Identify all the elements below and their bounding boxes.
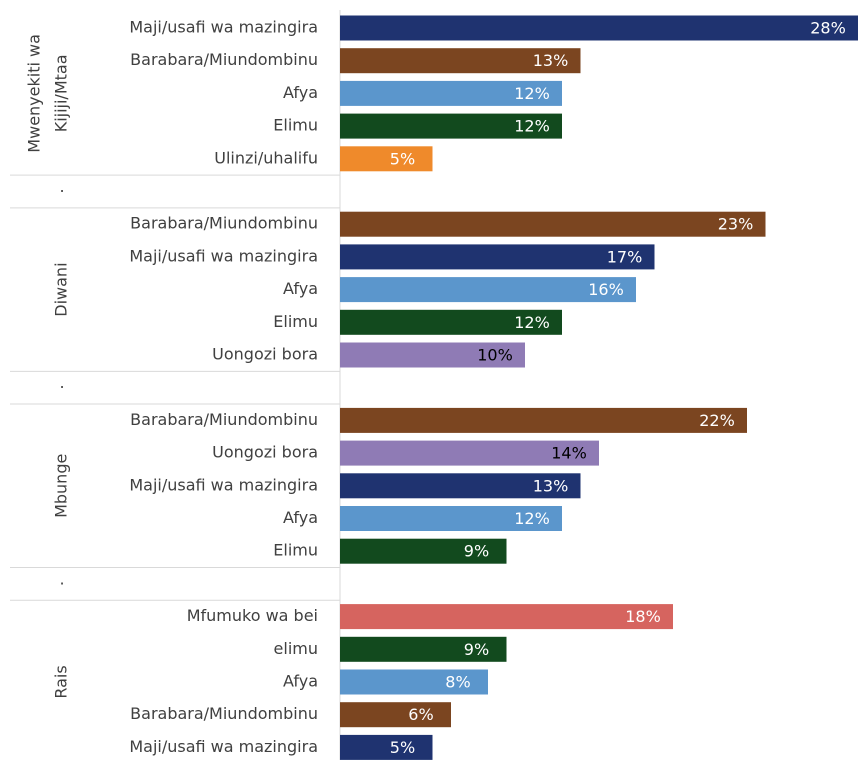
category-label: Afya bbox=[283, 672, 318, 691]
value-label: 18% bbox=[625, 607, 661, 626]
bar bbox=[340, 211, 766, 237]
value-label: 8% bbox=[445, 673, 470, 692]
value-label: 9% bbox=[464, 542, 489, 561]
value-label: 12% bbox=[514, 117, 550, 136]
bar bbox=[340, 636, 507, 662]
value-label: 14% bbox=[551, 444, 587, 463]
category-label: Maji/usafi wa mazingira bbox=[129, 475, 318, 494]
category-label: Uongozi bora bbox=[212, 443, 318, 462]
bar bbox=[340, 244, 655, 270]
bar bbox=[340, 309, 562, 335]
bar bbox=[340, 506, 562, 531]
bar bbox=[340, 80, 562, 106]
bar bbox=[340, 277, 636, 303]
group-label: Mbunge bbox=[52, 454, 71, 518]
bar bbox=[340, 342, 525, 368]
category-label: Afya bbox=[283, 508, 318, 527]
bar bbox=[340, 734, 433, 760]
value-label: 12% bbox=[514, 313, 550, 332]
bar bbox=[340, 113, 562, 139]
category-label: Uongozi bora bbox=[212, 345, 318, 364]
group-label: Diwani bbox=[52, 262, 71, 316]
bar bbox=[340, 407, 747, 433]
category-label: Barabara/Miundombinu bbox=[130, 50, 318, 69]
category-label: Barabara/Miundombinu bbox=[130, 704, 318, 723]
value-label: 10% bbox=[477, 346, 513, 365]
value-label: 12% bbox=[514, 84, 550, 103]
value-label: 13% bbox=[533, 51, 569, 70]
bar bbox=[340, 473, 581, 499]
value-label: 23% bbox=[718, 215, 754, 234]
bar bbox=[340, 604, 673, 630]
bar bbox=[340, 146, 433, 172]
value-label: 5% bbox=[390, 149, 415, 168]
value-label: 16% bbox=[588, 280, 624, 299]
category-label: Elimu bbox=[273, 541, 318, 560]
group-label: Kijiji/Mtaa bbox=[52, 55, 71, 133]
category-label: Elimu bbox=[273, 312, 318, 331]
value-label: 13% bbox=[533, 476, 569, 495]
bar bbox=[340, 669, 488, 695]
value-label: 12% bbox=[514, 509, 550, 528]
value-label: 22% bbox=[699, 411, 735, 430]
group-label: Rais bbox=[52, 665, 71, 698]
separator-label: . bbox=[59, 569, 64, 588]
bar bbox=[340, 48, 581, 74]
separator-label: . bbox=[59, 373, 64, 392]
category-label: Mfumuko wa bei bbox=[187, 606, 318, 625]
value-label: 28% bbox=[810, 19, 846, 38]
category-label: Afya bbox=[283, 279, 318, 298]
value-label: 17% bbox=[607, 247, 643, 266]
category-label: Barabara/Miundombinu bbox=[130, 410, 318, 429]
category-label: Barabara/Miundombinu bbox=[130, 214, 318, 233]
bar bbox=[340, 15, 858, 41]
category-label: Afya bbox=[283, 83, 318, 102]
value-label: 6% bbox=[408, 705, 433, 724]
group-label: Mwenyekiti wa bbox=[25, 34, 44, 153]
category-label: Maji/usafi wa mazingira bbox=[129, 737, 318, 756]
category-label: Ulinzi/uhalifu bbox=[214, 148, 318, 167]
category-label: Maji/usafi wa mazingira bbox=[129, 246, 318, 265]
category-label: Elimu bbox=[273, 116, 318, 135]
bar bbox=[340, 440, 599, 466]
bar bbox=[340, 538, 507, 564]
separator-label: . bbox=[59, 177, 64, 196]
value-label: 9% bbox=[464, 640, 489, 659]
category-label: elimu bbox=[274, 639, 318, 658]
value-label: 5% bbox=[390, 738, 415, 757]
bar bbox=[340, 702, 451, 728]
category-label: Maji/usafi wa mazingira bbox=[129, 18, 318, 37]
